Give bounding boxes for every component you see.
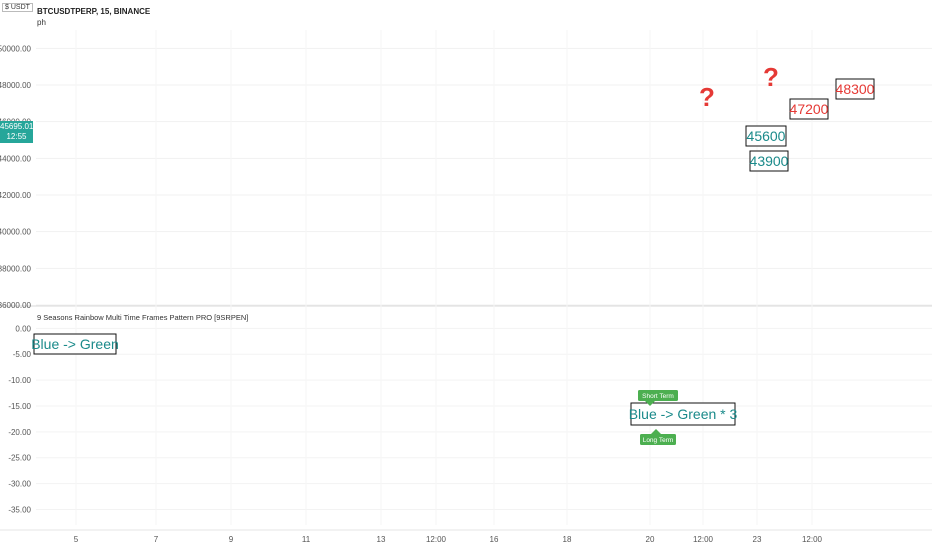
long-term-label-box bbox=[640, 434, 676, 445]
time-tick-label: 12:00 bbox=[802, 535, 823, 544]
time-tick-label: 16 bbox=[490, 535, 499, 544]
time-tick-label: 23 bbox=[753, 535, 762, 544]
last-price-time: 12:55 bbox=[6, 132, 27, 141]
time-tick-label: 9 bbox=[229, 535, 234, 544]
indicator-tick-label: -30.00 bbox=[8, 480, 31, 489]
blue-green-label: Blue -> Green bbox=[31, 336, 119, 352]
blue-green-3-label-box bbox=[630, 402, 736, 426]
time-tick-label: 20 bbox=[646, 535, 655, 544]
time-tick-label: 12:00 bbox=[426, 535, 447, 544]
currency-code: USDT bbox=[10, 4, 30, 11]
time-tick-label: 5 bbox=[74, 535, 79, 544]
last-price-badge: 45695.01 12:55 bbox=[0, 121, 33, 143]
level-label-48300-box bbox=[835, 78, 875, 100]
question-mark-icon: ? bbox=[763, 62, 779, 92]
time-tick-label: 7 bbox=[154, 535, 159, 544]
short-term-label-box bbox=[638, 390, 678, 401]
indicator-tick-label: -25.00 bbox=[8, 454, 31, 463]
indicator-tick-label: -20.00 bbox=[8, 428, 31, 437]
price-tick-label: 48000.00 bbox=[0, 81, 32, 90]
indicator-tick-label: -15.00 bbox=[8, 402, 31, 411]
indicator-tick-label: -5.00 bbox=[13, 350, 32, 359]
indicator-tick-label: -35.00 bbox=[8, 505, 31, 514]
blue-green-3-label: Blue -> Green * 3 bbox=[629, 406, 738, 422]
symbol-title: BTCUSDTPERP, 15, BINANCE bbox=[37, 7, 151, 16]
indicator-title: 9 Seasons Rainbow Multi Time Frames Patt… bbox=[37, 313, 249, 322]
level-label-45600: 45600 bbox=[747, 128, 786, 144]
time-tick-label: 13 bbox=[377, 535, 386, 544]
level-label-43900: 43900 bbox=[750, 153, 789, 169]
level-label-47200-box bbox=[789, 98, 829, 120]
last-price-value: 45695.01 bbox=[0, 122, 34, 131]
time-tick-label: 12:00 bbox=[693, 535, 714, 544]
long-term-pointer bbox=[651, 429, 661, 434]
blue-green-label-box bbox=[33, 333, 117, 355]
price-tick-label: 42000.00 bbox=[0, 191, 32, 200]
price-tick-label: 40000.00 bbox=[0, 228, 32, 237]
long-term-label: Long Term bbox=[643, 437, 674, 444]
price-tick-label: 50000.00 bbox=[0, 44, 32, 53]
level-label-48300: 48300 bbox=[836, 81, 875, 97]
level-label-43900-box bbox=[749, 150, 789, 172]
indicator-short-label: ph bbox=[37, 18, 46, 27]
time-tick-label: 11 bbox=[302, 535, 311, 544]
indicator-tick-label: 0.00 bbox=[15, 324, 31, 333]
level-label-47200: 47200 bbox=[790, 101, 829, 117]
indicator-tick-label: -10.00 bbox=[8, 376, 31, 385]
currency-label[interactable]: $ USDT bbox=[2, 3, 33, 12]
short-term-pointer bbox=[645, 401, 655, 406]
price-tick-label: 44000.00 bbox=[0, 154, 32, 163]
short-term-label: Short Term bbox=[642, 393, 674, 400]
price-tick-label: 36000.00 bbox=[0, 301, 32, 310]
time-tick-label: 18 bbox=[563, 535, 572, 544]
price-tick-label: 38000.00 bbox=[0, 264, 32, 273]
question-mark-icon: ? bbox=[699, 82, 715, 112]
level-label-45600-box bbox=[745, 125, 787, 147]
currency-prefix: $ bbox=[5, 4, 9, 11]
